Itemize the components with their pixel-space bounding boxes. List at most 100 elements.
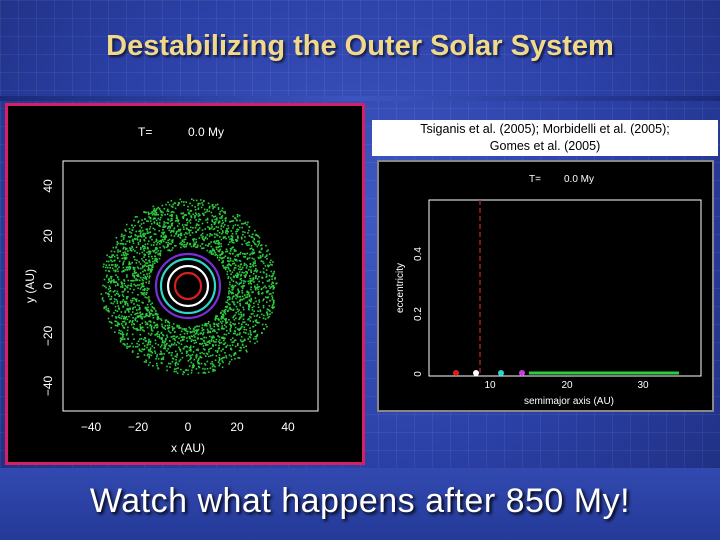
disk-particle	[209, 367, 212, 369]
disk-particle	[192, 346, 195, 348]
disk-particle	[250, 334, 252, 336]
disk-particle	[126, 296, 128, 298]
disk-particle	[195, 241, 197, 243]
disk-particle	[136, 309, 138, 311]
disk-particle	[156, 335, 159, 338]
disk-particle	[162, 233, 164, 235]
disk-particle	[176, 326, 178, 328]
disk-particle	[223, 333, 226, 336]
disk-particle	[253, 262, 255, 265]
disk-particle	[229, 264, 231, 266]
disk-particle	[268, 253, 271, 255]
disk-particle	[207, 202, 210, 205]
disk-particle	[115, 237, 118, 239]
disk-particle	[168, 330, 170, 332]
disk-particle	[236, 295, 239, 297]
disk-particle	[246, 301, 249, 303]
disk-particle	[250, 297, 252, 300]
disk-particle	[183, 204, 185, 206]
disk-particle	[272, 272, 274, 275]
disk-particle	[271, 304, 274, 307]
disk-particle	[206, 221, 209, 224]
disk-particle	[125, 223, 128, 226]
disk-particle	[134, 318, 136, 320]
disk-particle	[142, 282, 144, 284]
disk-particle	[118, 332, 120, 334]
disk-particle	[217, 230, 219, 232]
disk-particle	[134, 313, 136, 316]
disk-particle	[222, 221, 225, 224]
disk-particle	[136, 320, 138, 323]
disk-particle	[222, 211, 225, 213]
disk-particle	[214, 316, 217, 318]
disk-particle	[162, 238, 164, 241]
disk-particle	[270, 293, 272, 295]
disk-particle	[106, 293, 109, 295]
disk-particle	[188, 347, 191, 349]
disk-particle	[234, 353, 237, 355]
disk-particle	[151, 255, 153, 258]
disk-particle	[126, 303, 129, 305]
disk-particle	[184, 329, 187, 332]
disk-particle	[242, 284, 244, 287]
disk-particle	[206, 217, 209, 220]
disk-particle	[158, 335, 160, 338]
disk-particle	[197, 372, 200, 374]
disk-particle	[209, 326, 212, 328]
disk-particle	[169, 362, 172, 365]
disk-particle	[115, 316, 117, 318]
disk-particle	[110, 295, 113, 298]
disk-particle	[243, 346, 245, 349]
disk-particle	[201, 342, 204, 345]
disk-particle	[265, 290, 268, 293]
disk-particle	[196, 355, 198, 357]
disk-particle	[232, 292, 234, 295]
disk-particle	[252, 291, 254, 293]
disk-particle	[207, 226, 209, 228]
disk-particle	[157, 367, 160, 370]
disk-particle	[121, 324, 124, 327]
disk-particle	[227, 302, 230, 305]
disk-particle	[192, 240, 195, 242]
disk-particle	[215, 350, 217, 352]
disk-particle	[138, 307, 141, 309]
disk-particle	[146, 297, 148, 299]
disk-particle	[132, 317, 134, 319]
disk-particle	[189, 358, 191, 361]
disk-particle	[111, 256, 113, 258]
disk-particle	[203, 214, 205, 216]
disk-particle	[222, 320, 224, 323]
disk-particle	[156, 323, 158, 326]
disk-particle	[261, 276, 264, 279]
disk-particle	[152, 263, 154, 265]
disk-particle	[230, 348, 233, 351]
disk-particle	[111, 275, 113, 278]
disk-particle	[197, 333, 200, 336]
disk-particle	[185, 369, 188, 371]
disk-particle	[239, 346, 242, 349]
disk-particle	[108, 270, 111, 273]
disk-particle	[216, 351, 219, 353]
disk-particle	[180, 339, 182, 342]
disk-particle	[197, 204, 199, 207]
disk-particle	[148, 300, 151, 302]
disk-particle	[171, 214, 174, 216]
disk-particle	[257, 235, 260, 238]
disk-particle	[102, 300, 105, 302]
disk-particle	[187, 360, 190, 362]
disk-particle	[163, 231, 166, 234]
disk-particle	[154, 342, 157, 345]
disk-particle	[107, 288, 110, 290]
disk-particle	[197, 328, 200, 331]
disk-particle	[145, 308, 148, 311]
disk-particle	[268, 280, 270, 282]
disk-particle	[213, 364, 215, 367]
disk-particle	[206, 368, 209, 370]
disk-particle	[122, 299, 125, 301]
disk-particle	[167, 227, 169, 230]
disk-particle	[191, 198, 193, 200]
disk-particle	[218, 357, 221, 359]
disk-particle	[119, 302, 122, 305]
disk-particle	[258, 299, 260, 301]
disk-particle	[194, 336, 196, 338]
